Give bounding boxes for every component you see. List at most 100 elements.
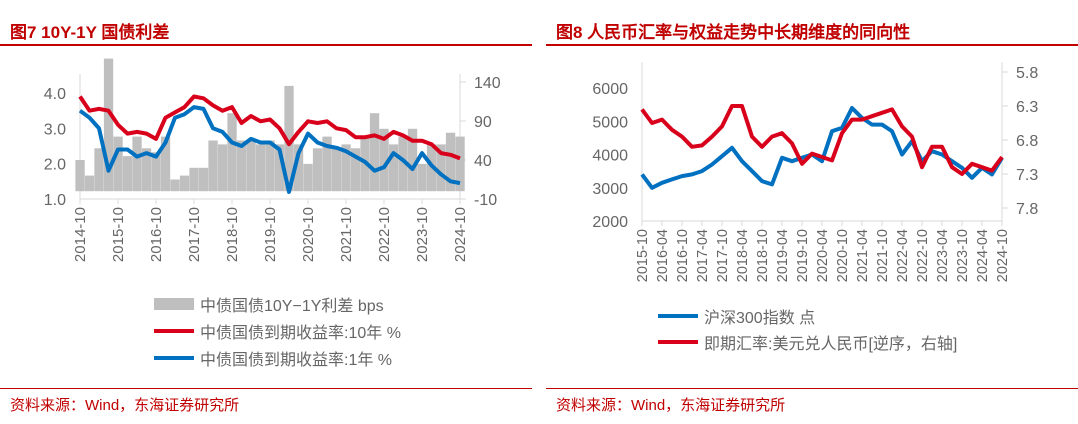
series-line-1: [640, 104, 1004, 176]
y2-tick-label: 40: [474, 153, 492, 170]
spread-bar: [341, 144, 351, 192]
spread-bar: [160, 136, 171, 192]
x-tick-label: 2024-04: [975, 229, 991, 282]
y2-tick-label: 7.8: [1016, 201, 1038, 218]
x-tick-label: 2019-10: [795, 229, 811, 282]
spread-bar: [103, 58, 114, 192]
spread-bar: [198, 167, 209, 192]
spread-bar: [331, 148, 342, 192]
x-tick-label: 2021-10: [338, 207, 355, 262]
spread-bar: [379, 128, 389, 192]
chart-rmb-vs-csi300: 2000 3000 4000 5000 6000 5.8 6.3 6.8 7.3 7.8 2015-…: [592, 62, 1038, 353]
x-tick-label: 2021-10: [875, 229, 891, 282]
spread-bar: [436, 144, 446, 192]
spread-bar: [246, 140, 256, 192]
figure-8-source: 资料来源：Wind，东海证券研究所: [556, 397, 786, 414]
figure-7-title: 图7 10Y-1Y 国债利差: [10, 23, 170, 42]
x-tick-label: 2016-04: [655, 229, 671, 282]
y-tick-label: 3000: [592, 181, 628, 198]
title-rule: [0, 44, 532, 46]
x-tick-label: 2023-10: [414, 207, 431, 262]
x-tick-label: 2016-10: [148, 207, 165, 262]
spread-bar: [227, 113, 237, 192]
x-tick-label: 2021-04: [855, 229, 871, 282]
source-rule: [546, 388, 1078, 389]
x-tick-label: 2023-04: [935, 229, 951, 282]
spread-bar: [141, 148, 152, 192]
x-tick-label: 2018-10: [755, 229, 771, 282]
spread-bar: [312, 148, 323, 192]
spread-bar: [407, 128, 418, 192]
spread-bar: [236, 140, 247, 192]
y2-tick-label: 140: [474, 75, 501, 92]
legend-label: 中债国债10Y−1Y利差 bps: [200, 297, 384, 315]
spread-bar: [388, 144, 399, 192]
x-tick-label: 2014-10: [72, 207, 89, 262]
spread-bar: [113, 136, 123, 192]
x-tick-label: 2023-10: [955, 229, 971, 282]
legend-label: 沪深300指数 点: [704, 309, 815, 327]
y2-tick-label: 6.8: [1016, 133, 1038, 150]
source-rule: [0, 388, 532, 389]
spread-bar: [255, 144, 266, 192]
legend-swatch: [154, 298, 194, 310]
spread-bar: [189, 167, 199, 192]
x-tick-label: 2015-10: [635, 229, 651, 282]
y-tick-label: 4000: [592, 148, 628, 165]
y2-tick-label: 5.8: [1016, 65, 1038, 82]
series-line-2: [78, 105, 461, 194]
spread-bar: [445, 132, 456, 192]
y2-tick-label: 7.3: [1016, 167, 1038, 184]
spread-bar: [303, 163, 313, 192]
x-tick-label: 2024-10: [452, 207, 469, 262]
figure-7-panel: 图7 10Y-1Y 国债利差 1.0 2.0 3.0 4.0 -10 40 90 140 201…: [0, 0, 532, 424]
spread-bar: [170, 179, 180, 192]
title-rule: [546, 44, 1078, 46]
x-tick-label: 2019-10: [262, 207, 279, 262]
x-tick-label: 2022-04: [895, 229, 911, 282]
y-tick-label: 5000: [592, 114, 628, 131]
x-tick-label: 2020-10: [300, 207, 317, 262]
series-line-1: [78, 94, 461, 161]
legend-label: 中债国债到期收益率:1年 %: [200, 351, 392, 369]
x-tick-label: 2017-04: [695, 229, 711, 282]
y-tick-label: 6000: [592, 81, 628, 98]
x-tick-label: 2017-10: [715, 229, 731, 282]
y2-tick-label: 6.3: [1016, 99, 1038, 116]
spread-bar: [217, 144, 228, 192]
legend-label: 中债国债到期收益率:10年 %: [200, 324, 401, 342]
x-tick-label: 2020-04: [815, 229, 831, 282]
x-tick-label: 2015-10: [110, 207, 127, 262]
figure-8-title: 图8 人民币汇率与权益走势中长期维度的同向性: [556, 23, 911, 42]
spread-bar: [265, 140, 275, 192]
x-tick-label: 2018-04: [735, 229, 751, 282]
x-tick-label: 2017-10: [186, 207, 203, 262]
legend-label: 即期汇率:美元兑人民币[逆序，右轴]: [704, 335, 957, 353]
spread-bar: [75, 160, 85, 192]
spread-bar: [455, 136, 465, 192]
spread-bar: [274, 144, 285, 192]
spread-bar: [350, 148, 361, 192]
y-tick-label: 1.0: [44, 192, 66, 209]
x-tick-label: 2019-04: [775, 229, 791, 282]
y2-tick-label: 90: [474, 114, 492, 131]
x-tick-label: 2024-10: [995, 229, 1011, 282]
x-tick-label: 2020-10: [835, 229, 851, 282]
spread-bar: [122, 156, 133, 192]
y-tick-label: 4.0: [44, 86, 66, 103]
spread-bar: [322, 136, 332, 192]
spread-bar: [208, 140, 218, 192]
spread-bar: [151, 152, 161, 192]
spread-bar: [398, 136, 408, 192]
spread-bar: [84, 175, 95, 192]
y-tick-label: 3.0: [44, 121, 66, 138]
x-tick-label: 2018-10: [224, 207, 241, 262]
spread-bar: [293, 144, 304, 192]
x-tick-label: 2022-10: [376, 207, 393, 262]
spread-bar: [369, 113, 380, 192]
spread-bar: [417, 163, 427, 192]
y-tick-label: 2.0: [44, 157, 66, 174]
spread-bar: [284, 85, 294, 192]
spread-bar: [179, 175, 190, 192]
series-line-0: [640, 106, 1004, 190]
